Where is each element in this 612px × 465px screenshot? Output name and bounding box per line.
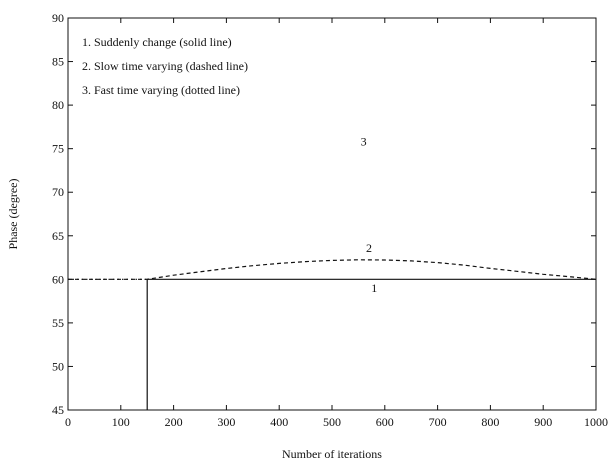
- series-label-3: 3: [361, 135, 367, 149]
- x-tick-label: 400: [270, 415, 288, 429]
- x-tick-label: 0: [65, 415, 71, 429]
- y-tick-label: 55: [52, 316, 64, 330]
- x-tick-label: 900: [534, 415, 552, 429]
- x-tick-label: 600: [376, 415, 394, 429]
- series-line-dashed: [68, 259, 597, 280]
- legend-entry-3: 3. Fast time varying (dotted line): [82, 83, 240, 97]
- y-tick-label: 75: [52, 142, 64, 156]
- series-lines: [68, 259, 597, 410]
- x-tick-label: 500: [323, 415, 341, 429]
- x-tick-label: 200: [165, 415, 183, 429]
- x-axis-label: Number of iterations: [282, 447, 382, 461]
- legend-entry-1: 1. Suddenly change (solid line): [82, 35, 232, 49]
- series-label-1: 1: [371, 281, 377, 295]
- y-tick-label: 80: [52, 98, 64, 112]
- y-tick-label: 90: [52, 11, 64, 25]
- y-tick-label: 60: [52, 272, 64, 286]
- y-tick-label: 50: [52, 359, 64, 373]
- series-labels: 1 2 3: [361, 135, 378, 295]
- y-tick-label: 45: [52, 403, 64, 417]
- legend: 1. Suddenly change (solid line) 2. Slow t…: [82, 35, 248, 97]
- x-tick-label: 1000: [584, 415, 608, 429]
- y-tick-label: 65: [52, 229, 64, 243]
- y-axis-label: Phase (degree): [6, 179, 20, 250]
- x-tick-label: 800: [481, 415, 499, 429]
- legend-entry-2: 2. Slow time varying (dashed line): [82, 59, 248, 73]
- series-label-2: 2: [366, 241, 372, 255]
- series-line-solid: [146, 278, 596, 410]
- y-tick-label: 85: [52, 55, 64, 69]
- x-tick-label: 300: [217, 415, 235, 429]
- x-tick-label: 700: [429, 415, 447, 429]
- x-tick-label: 100: [112, 415, 130, 429]
- axis-ticks: 0 100 200 300 400 500 600 700 800 900 1000 45 50 55 60…: [52, 11, 608, 429]
- y-tick-label: 70: [52, 185, 64, 199]
